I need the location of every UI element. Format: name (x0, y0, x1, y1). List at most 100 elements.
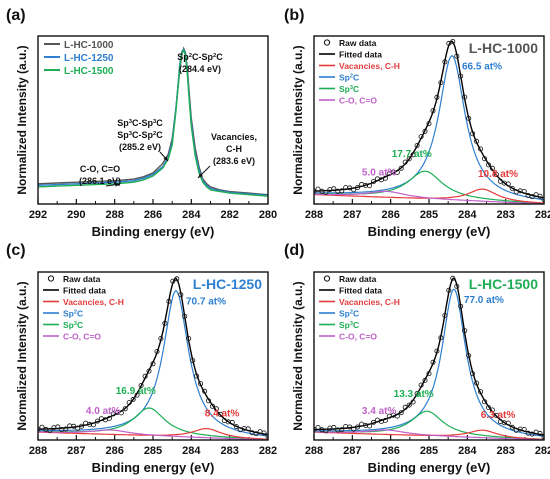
raw-data-point (489, 165, 495, 171)
x-tick-label: 288 (105, 209, 123, 221)
raw-data-point (126, 400, 132, 406)
x-axis-label: Binding energy (eV) (368, 460, 491, 475)
x-tick-label: 286 (105, 445, 123, 457)
annotation-arrowhead (198, 173, 203, 178)
x-tick-label: 282 (259, 445, 277, 457)
raw-data-point (398, 165, 404, 171)
raw-data-point (351, 426, 357, 432)
x-tick-label: 285 (144, 445, 162, 457)
percent-label: 16.9 at% (116, 386, 156, 397)
raw-data-point (446, 40, 452, 46)
raw-data-point (462, 328, 468, 334)
x-tick-label: 283 (496, 445, 514, 457)
raw-data-point (122, 406, 128, 412)
raw-data-point (245, 426, 251, 432)
raw-data-point (382, 175, 388, 181)
raw-data-point (217, 411, 223, 417)
raw-data-point (339, 188, 345, 194)
raw-data-point (481, 399, 487, 405)
raw-data-point (142, 373, 148, 379)
raw-data-point (209, 403, 215, 409)
raw-data-point (178, 292, 184, 298)
panel-d: (d) 288 287 286 285 284 283 282 Binding energy (… (284, 242, 550, 475)
annotation-text: Sp2C-Sp2C (177, 52, 223, 62)
raw-data-point (537, 193, 543, 199)
annotation-text: C-H (226, 144, 242, 154)
raw-data-point (497, 178, 503, 184)
annotation-text: (286.1 eV) (79, 176, 121, 186)
raw-data-point (205, 398, 211, 404)
raw-data-point (370, 179, 376, 185)
x-tick-label: 282 (535, 209, 550, 221)
raw-data-point (462, 94, 468, 100)
raw-data-point (79, 423, 85, 429)
legend-label: L-HC-1250 (64, 53, 114, 64)
plot-area (314, 39, 544, 204)
raw-data-point (422, 128, 428, 134)
raw-data-point (434, 348, 440, 354)
x-tick-label: 280 (259, 209, 277, 221)
percent-label: 66.5 at% (462, 62, 502, 73)
raw-data-point (366, 183, 372, 189)
raw-data-point (394, 169, 400, 175)
raw-data-point (529, 431, 535, 437)
sample-label: L-HC-1250 (193, 276, 262, 292)
annotation-arrowhead (115, 182, 120, 187)
panel-b: (b) 288 287 286 285 284 283 282 Binding energy (… (284, 7, 550, 239)
x-tick-label: 286 (381, 209, 399, 221)
x-axis-label: Binding energy (eV) (92, 224, 215, 239)
raw-data-point (39, 424, 45, 430)
raw-data-point (162, 320, 168, 326)
raw-data-point (406, 402, 412, 408)
percent-label: 70.7 at% (186, 297, 226, 308)
raw-data-point (138, 382, 144, 388)
raw-data-point (521, 188, 527, 194)
x-tick-label: 284 (458, 445, 477, 457)
panel-label: (b) (284, 7, 304, 24)
percent-label: 4.0 at% (86, 406, 121, 417)
y-axis-label: Normalized Intensity (a.u.) (15, 281, 29, 430)
x-tick-label: 286 (381, 445, 399, 457)
raw-data-point (478, 389, 484, 395)
panel-a: (a) 292 290 288 286 284 282 280 Binding energy (… (6, 7, 277, 239)
raw-data-point (150, 361, 156, 367)
annotation-arrowhead (163, 156, 168, 161)
raw-data-point (410, 399, 416, 405)
raw-data-point (406, 156, 412, 162)
raw-data-point (331, 424, 337, 430)
y-axis-label: Normalized Intensity (a.u.) (291, 45, 305, 194)
raw-data-point (434, 94, 440, 100)
raw-data-point (470, 371, 476, 377)
raw-data-point (174, 276, 180, 282)
panel-label: (d) (284, 242, 304, 259)
legend-label: C-O, C=O (339, 332, 377, 342)
raw-data-point (485, 404, 491, 410)
raw-data-point (370, 419, 376, 425)
raw-data-point (450, 275, 456, 281)
raw-data-point (314, 426, 317, 432)
axes-frame (37, 271, 269, 441)
raw-data-point (402, 159, 408, 165)
raw-data-point (446, 287, 452, 293)
raw-data-point (509, 424, 515, 430)
component-line-Sp²C (314, 54, 544, 201)
raw-data-point (202, 388, 208, 394)
raw-data-point (355, 424, 361, 430)
x-tick-label: 284 (182, 445, 201, 457)
raw-data-point (154, 348, 160, 354)
raw-data-point (190, 357, 196, 363)
raw-data-point (134, 392, 140, 398)
raw-data-point (253, 431, 259, 437)
raw-data-point (355, 184, 361, 190)
raw-data-point (442, 312, 448, 318)
raw-data-point (493, 171, 499, 177)
raw-data-point (170, 278, 176, 284)
x-tick-label: 283 (496, 209, 514, 221)
axes-frame (313, 271, 545, 441)
raw-data-point (438, 80, 444, 86)
legend-label: Fitted data (339, 286, 382, 296)
raw-data-point (394, 413, 400, 419)
raw-data-point (426, 371, 432, 377)
x-axis-label: Binding energy (eV) (368, 224, 491, 239)
component-line-C-O, C=O (314, 429, 544, 440)
